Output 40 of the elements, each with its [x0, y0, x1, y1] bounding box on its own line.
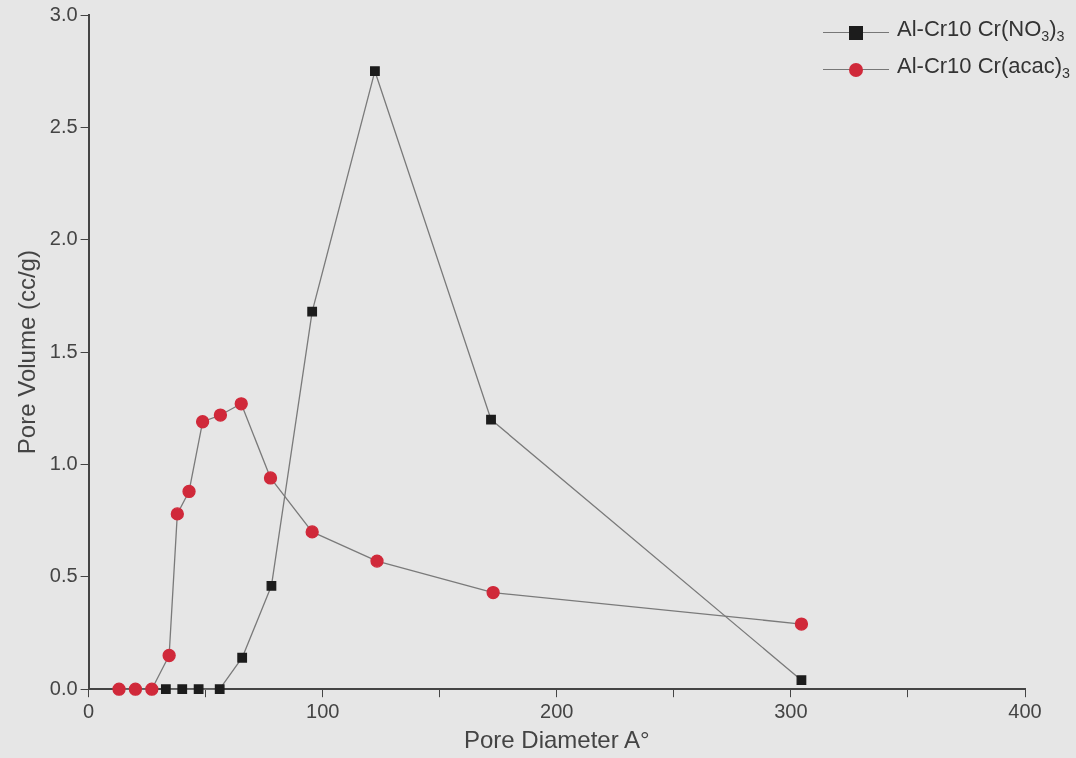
x-axis-title: Pore Diameter A°: [463, 726, 650, 754]
point: [112, 682, 126, 696]
point: [796, 675, 807, 686]
point: [193, 684, 204, 695]
point: [160, 684, 171, 695]
point: [170, 507, 184, 521]
point: [794, 617, 809, 631]
y-axis-title: Pore Volume (cc/g): [13, 250, 41, 455]
x-tick-label: 0: [83, 699, 95, 722]
x-tick-label: 200: [540, 699, 574, 722]
point: [237, 652, 248, 663]
y-tick-label: 2.5: [49, 114, 78, 137]
y-tick-label: 1.5: [49, 339, 78, 362]
legend-label: Al-Cr10 Cr(NO$_{3}$)$_{3}$: [897, 15, 1065, 47]
point: [177, 684, 188, 695]
point: [486, 585, 500, 600]
point: [213, 408, 228, 422]
point: [234, 397, 248, 411]
point: [370, 66, 380, 77]
point: [305, 525, 319, 539]
x-tick-label: 300: [774, 699, 808, 722]
point: [182, 484, 196, 499]
point: [195, 415, 210, 429]
point: [263, 471, 278, 485]
point: [370, 554, 384, 568]
x-tick-label: 400: [1008, 699, 1042, 722]
point: [145, 682, 159, 696]
legend-label: Al-Cr10 Cr(acac)$_{3}$: [897, 52, 1070, 84]
point: [162, 648, 176, 663]
point: [128, 682, 143, 696]
y-tick-label: 3.0: [49, 2, 78, 25]
y-tick-label: 2.0: [49, 227, 78, 250]
y-tick-label: 1.0: [49, 451, 78, 474]
point: [266, 580, 277, 591]
point: [307, 306, 318, 317]
y-tick-label: 0.0: [49, 676, 78, 699]
point: [214, 684, 225, 695]
y-tick-label: 0.5: [49, 564, 78, 587]
point: [486, 414, 496, 425]
x-tick-label: 100: [306, 699, 340, 722]
